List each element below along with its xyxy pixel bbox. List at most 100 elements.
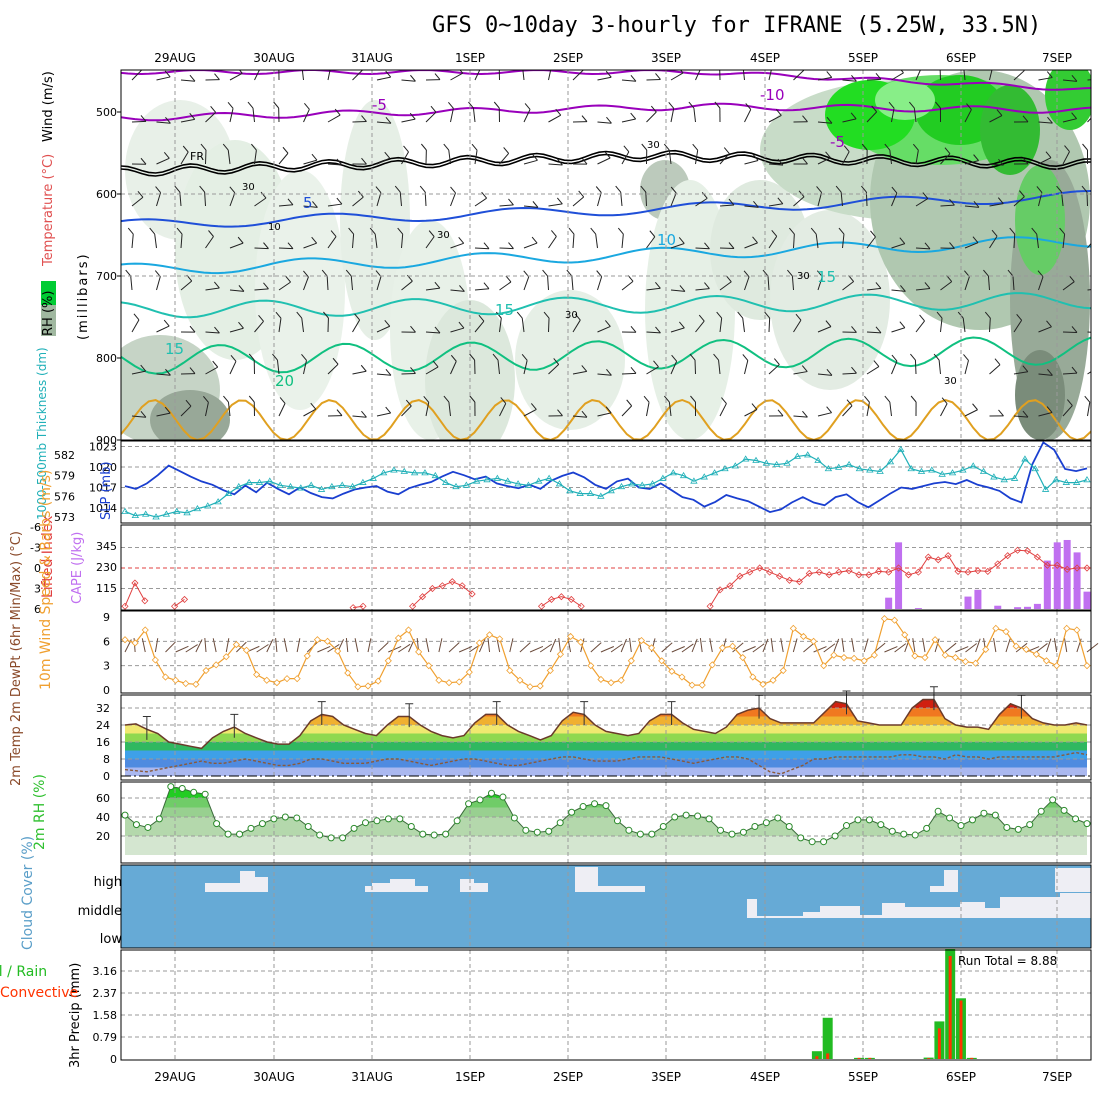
wind-speed-point: [313, 636, 321, 644]
wind-barb-flag: [963, 354, 969, 361]
wind-barb: [597, 373, 612, 376]
wind-barb-10m: [590, 642, 602, 653]
wind-barb-flag: [133, 313, 140, 321]
precip-convective-bar: [948, 955, 952, 1059]
wind-barb: [180, 234, 183, 249]
wind-barb: [327, 236, 337, 249]
slp-thickness-panel: 1023 1020 1017 1014 582 579 576 573 1000-500mb …: [35, 347, 1092, 524]
wind-barb: [180, 151, 189, 165]
wind-barb-10m: [438, 638, 443, 653]
wind-speed-point: [597, 675, 605, 684]
wind-barb: [866, 331, 882, 334]
precip-tick-label: 1.58: [93, 1009, 118, 1022]
wind-barb: [227, 402, 231, 417]
wind-barb: [180, 280, 193, 291]
wind10m-panel: 9 6 3 0 10m Wind Speed & Barbs (m/s): [38, 470, 1099, 697]
wind-barb: [989, 70, 993, 81]
temp-band: [125, 759, 1087, 768]
precip-convective-legend: Convective: [0, 985, 78, 1001]
wind-barb-flag: [860, 185, 867, 193]
cloud-gap: [820, 906, 860, 918]
isotherm-line: [121, 236, 1091, 275]
thickness-point: [472, 477, 481, 484]
isotherm-label: 15: [165, 340, 184, 358]
rh-point: [293, 814, 301, 822]
thickness-point: [866, 466, 874, 473]
rh-shading: [340, 100, 410, 340]
rh-point: [545, 827, 553, 835]
wind-barb: [278, 281, 291, 291]
cloud-gap: [882, 903, 905, 918]
wind-barb: [842, 405, 853, 417]
precip-panel: 3.16 2.37 1.58 0.79 0 3hr Precip (mm) Total …: [0, 949, 1092, 1068]
wind-barb-flag: [176, 227, 183, 235]
wind-speed-point: [516, 676, 524, 684]
wind-barb-10m: [266, 639, 274, 653]
wind-speed-point: [253, 671, 261, 679]
wind-barb-flag: [751, 403, 758, 410]
wind-speed-point: [161, 673, 170, 681]
thickness-point: [990, 473, 998, 480]
wind-speed-point: [526, 683, 534, 691]
wind-barb-flag: [1046, 71, 1053, 78]
wind-barb-flag: [546, 60, 551, 66]
rh-point: [739, 828, 747, 836]
cloud-gap: [240, 871, 255, 892]
wind-barb-flag: [165, 116, 171, 124]
wind-barb: [1087, 289, 1091, 291]
cloud-gap: [255, 877, 268, 892]
wind-speed-point: [880, 615, 889, 623]
wind-barb-flag: [323, 311, 329, 319]
wind-barb-flag: [483, 282, 490, 290]
rh-point: [304, 823, 312, 830]
wind-barb-flag: [397, 227, 404, 235]
cloud-gap: [930, 886, 944, 892]
wind-barb: [425, 366, 439, 375]
wind-barb-flag: [870, 230, 876, 238]
wind-barb: [254, 320, 264, 333]
wind-barb-flag: [203, 395, 209, 403]
wind-barb: [254, 70, 260, 81]
wind-speed-point: [182, 679, 190, 688]
wind-barb-flag: [996, 109, 1003, 116]
wind-speed-point: [799, 632, 808, 641]
wind-barb-flag: [272, 353, 278, 361]
rh-point: [1083, 820, 1091, 828]
wind-barb-flag: [1059, 227, 1065, 235]
wind-barb: [327, 163, 343, 166]
wind-barb-flag: [581, 410, 588, 418]
temp-tick-label: 8: [103, 753, 110, 766]
rh-point: [659, 823, 667, 830]
cape-bar: [964, 596, 972, 609]
rh-point: [1014, 825, 1022, 833]
wind-barb: [940, 318, 943, 333]
wind-barb: [523, 408, 537, 417]
wind-barb: [229, 242, 244, 249]
isotherm-line: [121, 292, 1091, 319]
wind-barb-flag: [838, 227, 845, 235]
wind-barb-flag: [287, 242, 294, 249]
wind-barb-flag: [238, 285, 245, 292]
wind-barb: [450, 327, 465, 333]
thickness-point: [741, 455, 750, 462]
wind-barb: [793, 319, 802, 333]
precip-convective-bar: [927, 1058, 931, 1059]
temp2m-panel: 32 24 16 8 0 2m Temp 2m DewPt (6hr Min/Max) …: [9, 531, 1092, 786]
wind-barb: [1062, 79, 1077, 82]
date-axis-bottom: 29AUG 30AUG 31AUG 1SEP 2SEP 3SEP 4SEP 5SEP 6SEP 7…: [154, 1070, 1072, 1084]
wind-barb-flag: [908, 101, 915, 109]
wind-speed-point: [921, 653, 929, 662]
wind-barb-10m: [803, 642, 815, 653]
wind-barb: [989, 317, 991, 333]
wind-barb-flag: [1022, 410, 1029, 418]
cloud-gap: [905, 907, 960, 918]
wind-barb-10m: [813, 646, 827, 653]
rh-point: [1049, 796, 1057, 804]
thickness-point: [1062, 478, 1071, 485]
wind-barb: [131, 120, 147, 123]
rh-point: [991, 811, 999, 819]
wind-barb: [1062, 405, 1073, 417]
wind-barb-flag: [443, 143, 450, 151]
cloud-gap: [985, 908, 1000, 918]
wind-barb: [1038, 77, 1053, 81]
